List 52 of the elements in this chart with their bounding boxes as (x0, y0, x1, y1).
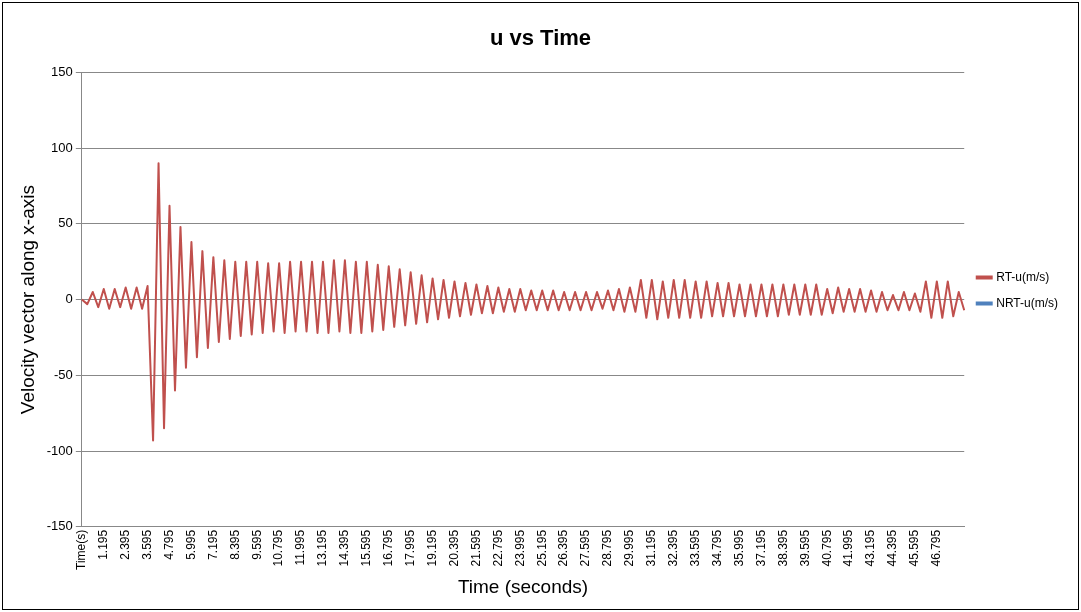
x-axis-title: Time (seconds) (457, 575, 589, 597)
x-tick-label: 39.595 (797, 529, 812, 567)
x-tick-label: 37.195 (753, 529, 768, 567)
x-tick-label: 28.795 (600, 529, 615, 567)
x-tick-label: 11.995 (293, 529, 308, 566)
x-tick-label: 41.995 (841, 529, 856, 567)
x-tick-label: Time(s) (74, 529, 89, 571)
x-tick-label: 9.595 (249, 529, 264, 560)
x-tick-label: 16.795 (381, 529, 396, 567)
x-tick-label: 10.795 (271, 529, 286, 567)
y-tick-label: 50 (58, 215, 73, 231)
x-tick-label: 5.995 (183, 529, 198, 560)
x-tick-label: 7.195 (205, 529, 220, 560)
x-tick-label: 20.395 (446, 529, 461, 567)
x-tick-label: 22.795 (490, 529, 505, 567)
x-tick-label: 3.595 (139, 529, 154, 560)
y-axis-title: Velocity vector along x-axis (16, 185, 38, 415)
x-tick-label: 15.595 (359, 529, 374, 567)
legend-label: NRT-u(m/s) (996, 295, 1059, 310)
x-tick-label: 44.395 (885, 529, 900, 567)
x-tick-label: 35.995 (731, 529, 746, 567)
x-tick-label: 31.195 (644, 529, 659, 567)
x-tick-label: 25.195 (534, 529, 549, 567)
x-tick-label: 27.595 (578, 529, 593, 567)
y-tick-label: 0 (65, 291, 73, 307)
x-tick-label: 40.795 (819, 529, 834, 567)
y-tick-label: -50 (54, 366, 73, 382)
x-tick-label: 32.395 (666, 529, 681, 567)
chart-title: u vs Time (489, 25, 592, 51)
x-tick-label: 43.195 (863, 529, 878, 567)
x-tick-label: 19.195 (424, 529, 439, 567)
x-tick-label: 38.395 (775, 529, 790, 567)
x-tick-label: 46.795 (929, 529, 944, 567)
x-tick-label: 29.995 (622, 529, 637, 567)
legend-label: RT-u(m/s) (996, 269, 1050, 284)
x-tick-label: 4.795 (161, 529, 176, 560)
x-tick-label: 34.795 (709, 529, 724, 567)
x-tick-label: 1.195 (96, 529, 111, 560)
x-tick-label: 8.395 (227, 529, 242, 560)
x-tick-label: 14.395 (337, 529, 352, 567)
y-tick-label: -100 (46, 442, 73, 458)
x-tick-label: 26.395 (556, 529, 571, 567)
x-tick-label: 33.595 (687, 529, 702, 567)
x-tick-label: 17.995 (402, 529, 417, 567)
y-tick-label: -150 (46, 518, 73, 534)
x-tick-label: 2.395 (117, 529, 132, 560)
y-tick-label: 150 (51, 63, 73, 79)
x-tick-label: 23.995 (512, 529, 527, 567)
x-tick-label: 13.195 (315, 529, 330, 567)
y-tick-label: 100 (51, 139, 73, 155)
x-tick-label: 21.595 (468, 529, 483, 567)
x-tick-label: 45.595 (907, 529, 922, 567)
